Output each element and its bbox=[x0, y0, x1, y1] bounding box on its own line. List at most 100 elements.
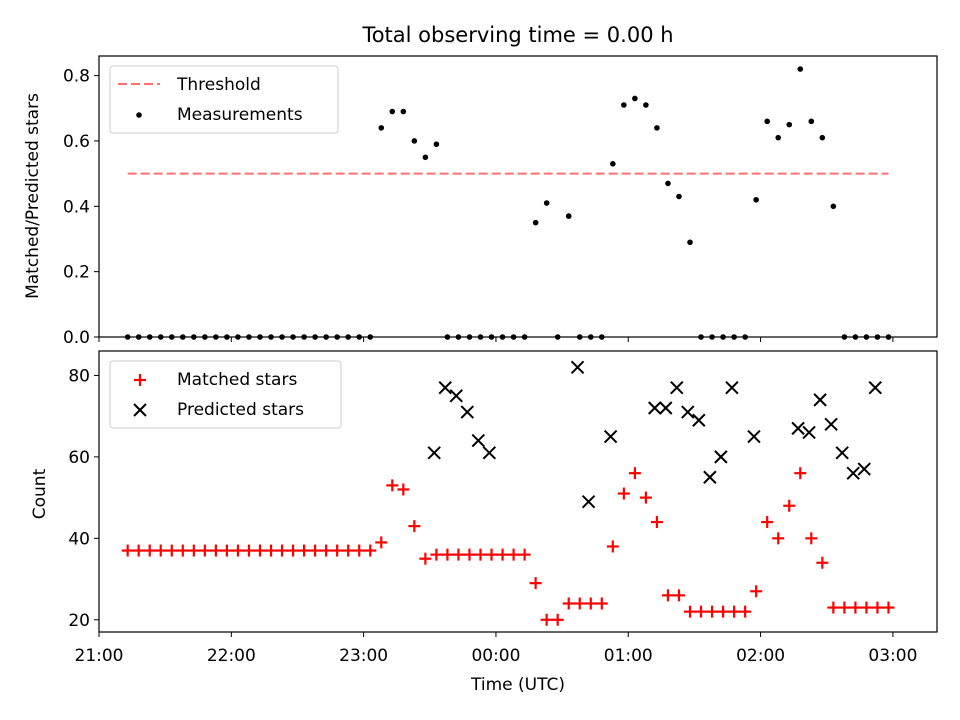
axes-frame bbox=[98, 55, 938, 338]
y-tick-label: 0.4 bbox=[63, 197, 90, 217]
x-b bbox=[857, 462, 871, 476]
x-tick-label: 22:00 bbox=[207, 646, 256, 666]
x-b bbox=[670, 380, 684, 395]
matched-star-point bbox=[276, 544, 289, 557]
x-tick-label: 00:00 bbox=[471, 646, 520, 666]
matched-star-point bbox=[783, 499, 796, 512]
matched-star-point bbox=[209, 544, 222, 557]
x-b bbox=[703, 470, 717, 484]
y-tick-label: 0.0 bbox=[63, 328, 90, 348]
axes-frame bbox=[98, 350, 938, 633]
matched-star-point bbox=[198, 544, 211, 557]
matched-star-point bbox=[617, 487, 630, 500]
x-b bbox=[868, 380, 882, 395]
x-b bbox=[460, 405, 474, 419]
legend-bottom: Matched stars Predicted stars bbox=[109, 360, 342, 429]
matched-star-point bbox=[838, 601, 851, 614]
matched-star-point bbox=[242, 544, 255, 557]
measurement-point bbox=[786, 121, 793, 128]
chart-title: Total observing time = 0.00 h bbox=[361, 23, 673, 47]
matched-star-point bbox=[375, 536, 388, 549]
legend-matched-swatch bbox=[134, 374, 146, 386]
matched-star-point bbox=[761, 516, 774, 529]
measurement-point bbox=[433, 141, 440, 148]
bottom-y-axis-label: Count bbox=[30, 468, 50, 519]
measurement-point bbox=[565, 213, 572, 219]
y-tick-label: 20 bbox=[68, 611, 90, 631]
legend-matched-label: Matched stars bbox=[177, 370, 297, 390]
predicted-star-point bbox=[725, 380, 739, 395]
y-tick-label: 0.6 bbox=[63, 132, 90, 152]
measurement-point bbox=[621, 102, 627, 108]
matched-star-point bbox=[739, 605, 752, 618]
y-tick-label: 80 bbox=[68, 366, 90, 386]
matched-star-point bbox=[231, 544, 244, 557]
x-b bbox=[802, 425, 816, 440]
matched-star-point bbox=[165, 544, 178, 557]
matched-star-point bbox=[463, 548, 476, 561]
matched-star-point bbox=[717, 605, 730, 618]
matched-star-point bbox=[805, 532, 818, 545]
x-axis-label: Time (UTC) bbox=[470, 675, 565, 695]
matched-star-point bbox=[860, 601, 873, 614]
predicted-star-point bbox=[670, 380, 684, 395]
measurement-point bbox=[830, 203, 837, 210]
matched-star-point bbox=[309, 544, 322, 557]
legend-measurements-label: Measurements bbox=[177, 105, 303, 125]
matched-star-point bbox=[121, 544, 134, 557]
matched-star-point bbox=[397, 483, 410, 496]
legend-top: Threshold Measurements bbox=[109, 65, 339, 134]
matched-star-point bbox=[728, 605, 741, 618]
matched-star-point bbox=[639, 491, 652, 504]
x-b bbox=[813, 393, 827, 407]
measurement-point bbox=[654, 125, 660, 131]
measurement-point bbox=[764, 118, 770, 125]
x-b bbox=[570, 360, 585, 374]
legend-predicted-swatch bbox=[133, 403, 147, 417]
predicted-star-point bbox=[427, 446, 441, 460]
predicted-star-point bbox=[460, 405, 474, 419]
matched-star-point bbox=[143, 544, 156, 557]
x-tick-label: 02:00 bbox=[736, 646, 785, 666]
x-b bbox=[714, 450, 728, 464]
matched-star-point bbox=[430, 548, 443, 561]
matched-star-point bbox=[684, 605, 697, 618]
matched-star-point bbox=[706, 605, 719, 618]
measurement-point bbox=[676, 193, 682, 200]
matched-star-point bbox=[595, 597, 608, 610]
measurement-point bbox=[532, 219, 539, 226]
predicted-star-point bbox=[813, 393, 827, 407]
predicted-star-point bbox=[449, 389, 463, 403]
matched-star-point bbox=[562, 597, 575, 610]
matched-star-point bbox=[154, 544, 167, 557]
matched-star-point bbox=[364, 544, 377, 557]
matched-star-point bbox=[871, 601, 884, 614]
measurement-point bbox=[665, 180, 671, 187]
x-b bbox=[482, 446, 497, 460]
matched-star-point bbox=[827, 601, 840, 614]
matched-star-point bbox=[474, 548, 487, 561]
y-tick-label: 0.8 bbox=[63, 67, 90, 87]
matched-star-point bbox=[265, 544, 278, 557]
x-tick-label: 01:00 bbox=[604, 646, 653, 666]
y-tick-label: 40 bbox=[68, 529, 90, 549]
measurement-point bbox=[389, 108, 396, 115]
predicted-star-point bbox=[747, 429, 761, 444]
matched-star-point bbox=[606, 540, 619, 553]
measurement-point bbox=[819, 134, 826, 141]
matched-star-point bbox=[518, 548, 531, 561]
predicted-star-point bbox=[482, 446, 497, 460]
bottom-panel: 20 40 60 80 21:00 22:00 23:00 00:00 01:00 02:00 03… bbox=[68, 350, 938, 666]
x-b bbox=[659, 401, 673, 415]
measurement-point bbox=[400, 108, 407, 115]
matched-star-point bbox=[849, 601, 862, 614]
matched-star-point bbox=[672, 589, 685, 602]
x-b bbox=[438, 380, 452, 395]
matched-star-point bbox=[441, 548, 454, 561]
matched-star-point bbox=[772, 532, 785, 545]
predicted-star-point bbox=[868, 380, 882, 395]
measurement-point bbox=[411, 138, 418, 144]
predicted-star-point bbox=[802, 425, 816, 440]
predicted-star-point bbox=[471, 433, 486, 448]
